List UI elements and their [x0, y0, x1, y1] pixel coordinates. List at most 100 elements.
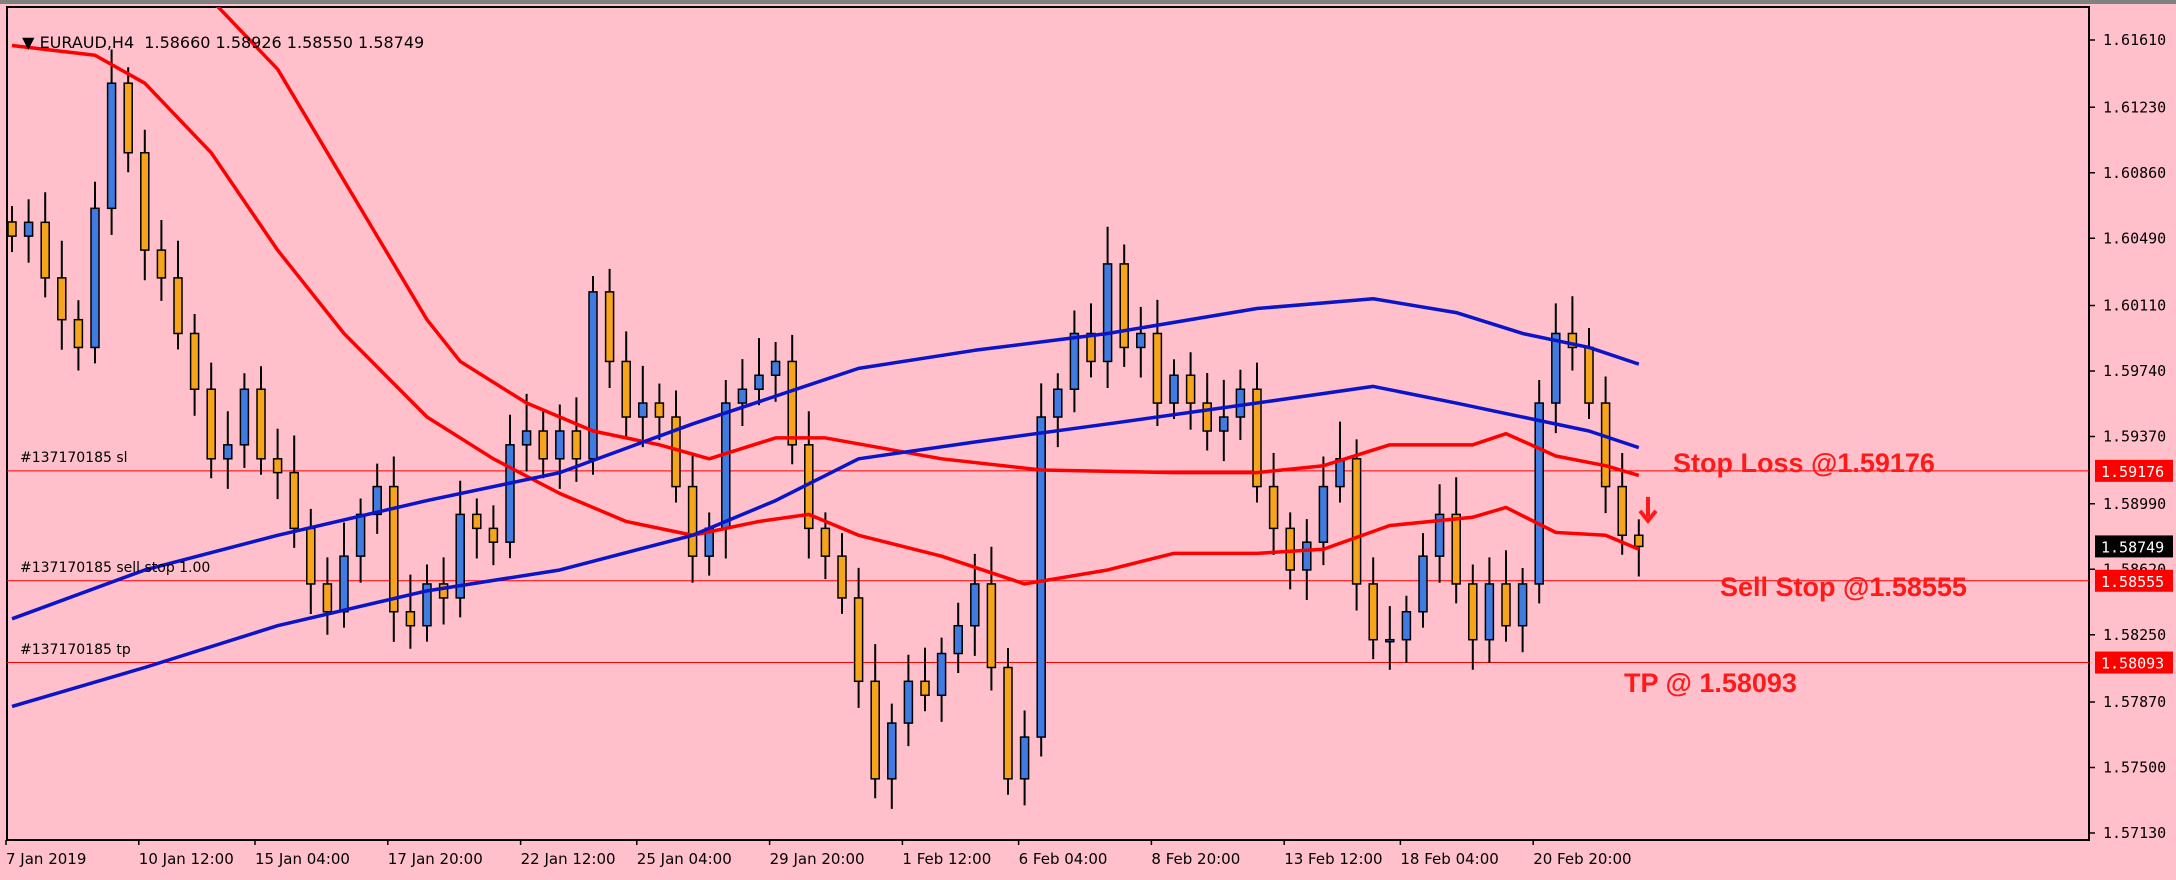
candle-bull: [1551, 332, 1561, 404]
candle-bear: [1185, 374, 1196, 404]
order-price-tag-0: 1.59176: [2101, 463, 2164, 481]
y-tick-label: 1.61230: [2103, 98, 2166, 116]
candle-bull: [1102, 263, 1113, 363]
candle-bear: [322, 583, 333, 613]
sell-stop-annotation: Sell Stop @1.58555: [1720, 572, 1967, 602]
stop-loss-annotation: Stop Loss @1.59176: [1673, 448, 1935, 478]
moving-average-line-2: [11, 297, 1640, 621]
candle-bull: [355, 513, 366, 557]
collapse-triangle-icon[interactable]: ▼: [22, 33, 40, 52]
candle-bull: [1534, 402, 1544, 585]
candle-bear: [1268, 485, 1279, 530]
candle-bear: [1285, 527, 1295, 571]
candle-bear: [289, 471, 299, 530]
x-tick-label: 17 Jan 20:00: [388, 850, 483, 868]
candle-bear: [1468, 583, 1478, 641]
candle-bull: [106, 82, 117, 210]
candle-bear: [571, 430, 582, 460]
candle-bear: [654, 402, 665, 418]
candle-bear: [156, 249, 167, 279]
candle-bull: [239, 388, 250, 446]
x-tick-label: 13 Feb 12:00: [1284, 850, 1382, 868]
moving-average-line-0: [11, 43, 1640, 586]
candle-bull: [737, 388, 748, 404]
candle-bull: [588, 291, 598, 460]
candle-bull: [887, 722, 897, 780]
x-tick-label: 8 Feb 20:00: [1151, 850, 1240, 868]
order-line-label-sl: #137170185 sl: [20, 450, 128, 466]
candle-bear: [1584, 346, 1594, 404]
current-price-tag-bg: [2095, 535, 2173, 558]
candle-bear: [1567, 332, 1578, 349]
ohlc-readout: 1.58660 1.58926 1.58550 1.58749: [144, 33, 425, 52]
y-tick-label: 1.57130: [2103, 824, 2166, 842]
candle-bull: [521, 430, 532, 446]
candle-bull: [339, 555, 349, 613]
candle-bull: [1385, 638, 1395, 643]
y-tick-label: 1.58990: [2103, 495, 2166, 513]
candle-bull: [1434, 513, 1445, 557]
order-line-label-tp: #137170185 tp: [20, 642, 131, 658]
candle-bear: [920, 680, 930, 697]
candle-bear: [488, 527, 499, 543]
candle-bear: [538, 430, 548, 460]
candle-bear: [870, 680, 880, 780]
x-tick-label: 7 Jan 2019: [6, 850, 86, 868]
candle-bear: [604, 291, 615, 363]
current-price-tag: 1.58749: [2101, 538, 2164, 556]
candle-bear: [40, 221, 50, 279]
order-price-tag-2-bg: [2095, 651, 2173, 674]
y-tick-label: 1.57870: [2103, 693, 2166, 711]
candle-bear: [1252, 388, 1262, 488]
x-tick-label: 29 Jan 20:00: [770, 850, 865, 868]
candle-bull: [1069, 332, 1080, 390]
candle-bull: [1235, 388, 1246, 418]
y-tick-label: 1.60490: [2103, 229, 2166, 247]
candle-bear: [1086, 332, 1096, 363]
candle-bull: [1219, 416, 1229, 432]
order-line-label-sell-stop: #137170185 sell stop 1.00: [20, 560, 211, 576]
candle-bull: [1517, 583, 1528, 627]
x-tick-label: 18 Feb 04:00: [1400, 850, 1498, 868]
candle-bear: [472, 513, 482, 530]
x-tick-label: 25 Jan 04:00: [637, 850, 732, 868]
candle-bear: [787, 360, 797, 446]
candle-bear: [1351, 458, 1362, 585]
x-tick-label: 22 Jan 12:00: [521, 850, 616, 868]
candle-bear: [1119, 263, 1129, 349]
candle-bear: [123, 82, 133, 154]
candle-bear: [837, 555, 847, 599]
candle-bull: [1053, 388, 1063, 418]
order-price-tag-0-bg: [2095, 459, 2173, 482]
order-price-tag-2: 1.58093: [2101, 655, 2164, 673]
candle-bull: [90, 207, 100, 349]
candle-bear: [272, 458, 283, 474]
candle-bear: [206, 388, 216, 460]
candle-bear: [1003, 666, 1013, 780]
candle-bull: [936, 652, 947, 697]
candle-bull: [555, 430, 565, 460]
candle-bear: [1600, 402, 1611, 488]
y-tick-label: 1.58250: [2103, 626, 2166, 644]
candle-bull: [223, 444, 233, 460]
y-tick-label: 1.60860: [2103, 164, 2166, 182]
candle-bear: [1501, 583, 1511, 627]
sell-arrow-icon: [1638, 496, 1658, 525]
candle-bear: [1202, 402, 1212, 432]
candle-bear: [1368, 583, 1378, 641]
candle-bull: [903, 680, 914, 724]
moving-average-line-1: [215, 7, 1640, 478]
candle-bull: [372, 485, 382, 516]
candle-bull: [455, 513, 465, 599]
candle-bear: [1451, 513, 1461, 585]
candle-bear: [7, 221, 17, 237]
candle-bear: [621, 360, 631, 418]
candle-bull: [953, 624, 963, 655]
moving-average-line-3: [11, 384, 1640, 709]
candle-bull: [1401, 610, 1412, 641]
candle-bull: [1418, 555, 1428, 613]
candle-bull: [770, 360, 781, 377]
candle-bear: [140, 152, 150, 251]
x-tick-label: 15 Jan 04:00: [255, 850, 350, 868]
